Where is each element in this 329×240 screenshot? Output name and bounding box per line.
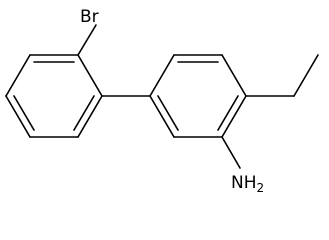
bond	[149, 95, 175, 138]
page: Br NH2 (() => { const data = JSON.parse(…	[5, 7, 319, 195]
bond	[5, 95, 31, 138]
bond	[77, 24, 97, 56]
bond	[5, 54, 31, 97]
bond	[221, 136, 241, 169]
atom-label: Br	[80, 7, 99, 27]
double-bond	[13, 95, 35, 131]
double-bond	[217, 95, 239, 131]
atom-label: NH2	[231, 173, 264, 195]
bond	[293, 54, 319, 97]
atom-label-subscript: 2	[257, 181, 265, 195]
structure: Br NH2	[5, 7, 319, 195]
bond	[221, 95, 247, 138]
bond	[77, 95, 103, 138]
bond	[149, 54, 175, 97]
bond	[77, 54, 103, 97]
right-ring	[149, 54, 247, 138]
atom-label-main: NH	[231, 173, 257, 193]
bond	[221, 54, 247, 97]
double-bond	[157, 95, 179, 131]
left-ring	[5, 54, 103, 138]
double-bond	[73, 95, 95, 131]
